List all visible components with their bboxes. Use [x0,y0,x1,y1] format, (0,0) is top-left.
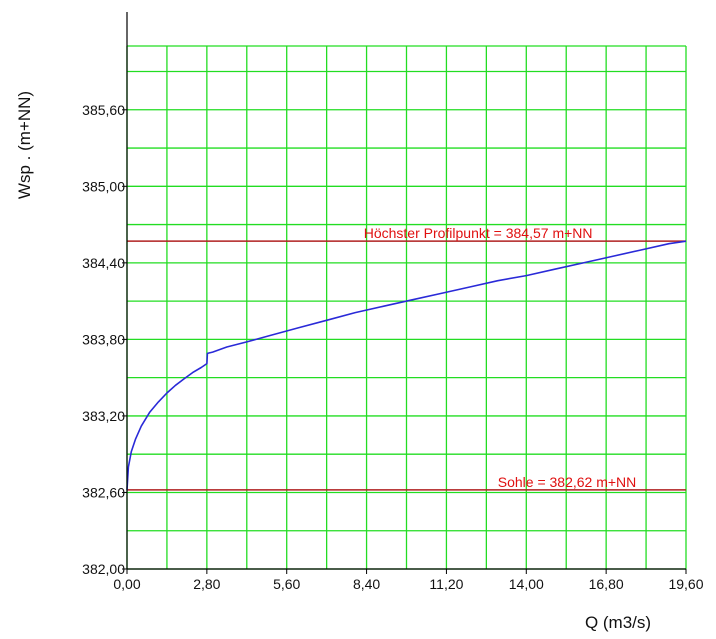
y-tick-label: 382,00 [82,561,125,577]
reference-lines: Höchster Profilpunkt = 384,57 m+NN Sohle … [127,225,686,491]
y-tick-label: 384,40 [82,255,125,271]
y-tick-label: 385,60 [82,102,125,118]
tick-labels: 0,00 2,80 5,60 8,40 11,20 14,00 16,80 19,60 382,… [82,102,704,592]
axes [126,12,686,570]
y-tick-label: 383,80 [82,331,125,347]
x-tick-label: 8,40 [353,576,380,592]
x-tick-label: 11,20 [429,576,463,592]
y-tick-label: 382,60 [82,484,125,500]
series-line [126,240,687,490]
x-tick-label: 19,60 [668,576,703,592]
x-tick-label: 16,80 [589,576,624,592]
x-tick-label: 5,60 [273,576,300,592]
series-layer [126,240,687,490]
reference-line-label: Sohle = 382,62 m+NN [498,474,637,490]
reference-line-label: Höchster Profilpunkt = 384,57 m+NN [364,225,593,241]
y-axis-title: Wsp . (m+NN) [15,91,34,199]
y-tick-label: 383,20 [82,408,125,424]
y-tick-label: 385,00 [82,178,125,194]
grid [126,45,687,570]
x-tick-label: 0,00 [113,576,140,592]
x-tick-label: 2,80 [193,576,220,592]
x-axis-title: Q (m3/s) [585,613,651,632]
x-tick-label: 14,00 [509,576,544,592]
